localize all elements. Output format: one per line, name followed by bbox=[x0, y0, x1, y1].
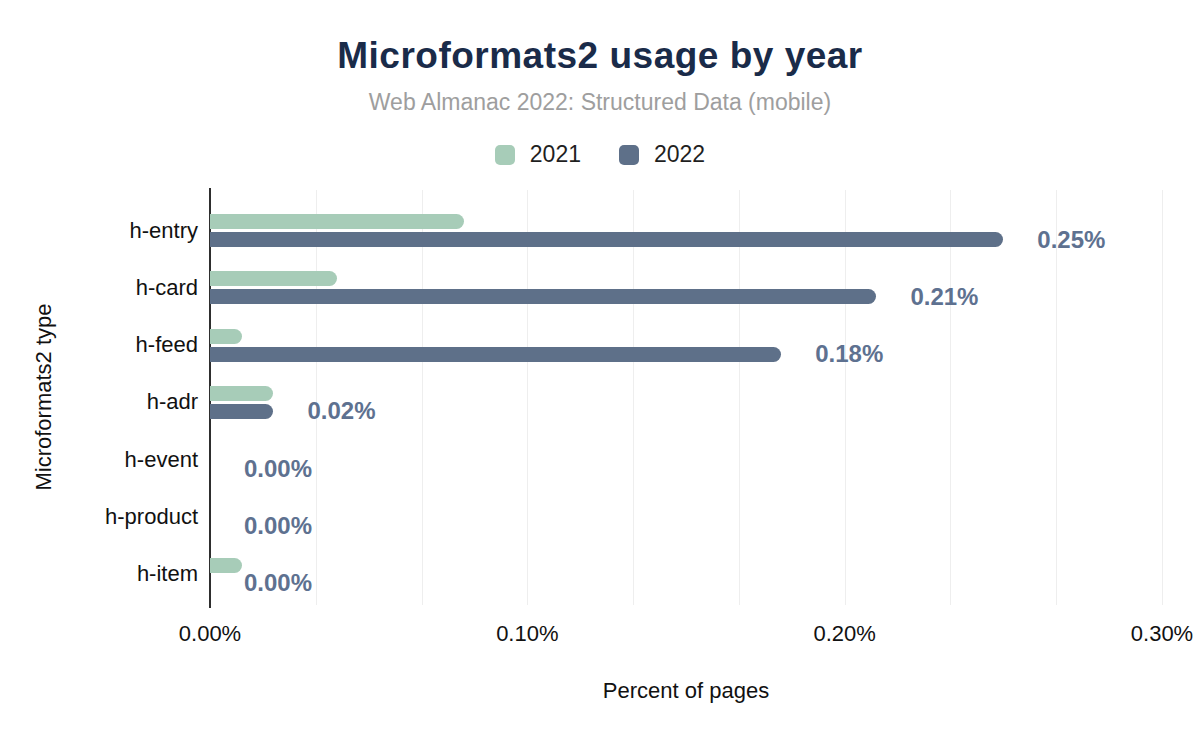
bar-2022-h-adr[interactable] bbox=[210, 404, 273, 419]
category-label-h-product: h-product bbox=[0, 504, 198, 530]
category-label-h-event: h-event bbox=[0, 447, 198, 473]
x-tick-label-0.10%: 0.10% bbox=[496, 621, 558, 647]
gridline bbox=[633, 190, 634, 605]
bar-2021-h-adr[interactable] bbox=[210, 386, 273, 401]
plot-area: 0.25% 0.21% 0.18% 0.02% 0.00% 0.00% 0.00% bbox=[210, 190, 1162, 605]
category-label-h-card: h-card bbox=[0, 275, 198, 301]
legend-label-2022: 2022 bbox=[654, 141, 705, 168]
bar-2022-h-feed[interactable] bbox=[210, 347, 781, 362]
bar-2021-h-card[interactable] bbox=[210, 271, 337, 286]
bar-2021-h-item[interactable] bbox=[210, 558, 242, 573]
legend: 2021 2022 bbox=[0, 141, 1200, 168]
category-label-h-entry: h-entry bbox=[0, 218, 198, 244]
chart-title: Microformats2 usage by year bbox=[0, 36, 1200, 76]
value-label-h-product: 0.00% bbox=[244, 512, 312, 540]
x-tick-label-0.00%: 0.00% bbox=[179, 621, 241, 647]
bar-2022-h-entry[interactable] bbox=[210, 232, 1003, 247]
gridline bbox=[527, 190, 528, 605]
value-label-h-feed: 0.18% bbox=[815, 340, 883, 368]
value-label-h-event: 0.00% bbox=[244, 455, 312, 483]
gridline bbox=[422, 190, 423, 605]
value-label-h-entry: 0.25% bbox=[1037, 226, 1105, 254]
legend-item-2021[interactable]: 2021 bbox=[495, 141, 581, 168]
gridline bbox=[950, 190, 951, 605]
x-tick-label-0.30%: 0.30% bbox=[1131, 621, 1193, 647]
value-label-h-item: 0.00% bbox=[244, 569, 312, 597]
gridline bbox=[739, 190, 740, 605]
category-label-h-item: h-item bbox=[0, 561, 198, 587]
category-label-h-feed: h-feed bbox=[0, 332, 198, 358]
gridline bbox=[845, 190, 846, 605]
chart: Microformats2 usage by year Web Almanac … bbox=[0, 0, 1200, 742]
bar-2021-h-feed[interactable] bbox=[210, 329, 242, 344]
legend-swatch-2021-icon bbox=[495, 145, 515, 165]
legend-item-2022[interactable]: 2022 bbox=[619, 141, 705, 168]
value-label-h-adr: 0.02% bbox=[307, 397, 375, 425]
x-tick-label-0.20%: 0.20% bbox=[813, 621, 875, 647]
legend-label-2021: 2021 bbox=[530, 141, 581, 168]
gridline bbox=[1162, 190, 1163, 605]
chart-subtitle: Web Almanac 2022: Structured Data (mobil… bbox=[0, 88, 1200, 116]
value-label-h-card: 0.21% bbox=[910, 283, 978, 311]
category-label-h-adr: h-adr bbox=[0, 389, 198, 415]
x-axis-title: Percent of pages bbox=[210, 678, 1162, 704]
legend-swatch-2022-icon bbox=[619, 145, 639, 165]
bar-2022-h-card[interactable] bbox=[210, 289, 876, 304]
bar-2021-h-entry[interactable] bbox=[210, 214, 464, 229]
